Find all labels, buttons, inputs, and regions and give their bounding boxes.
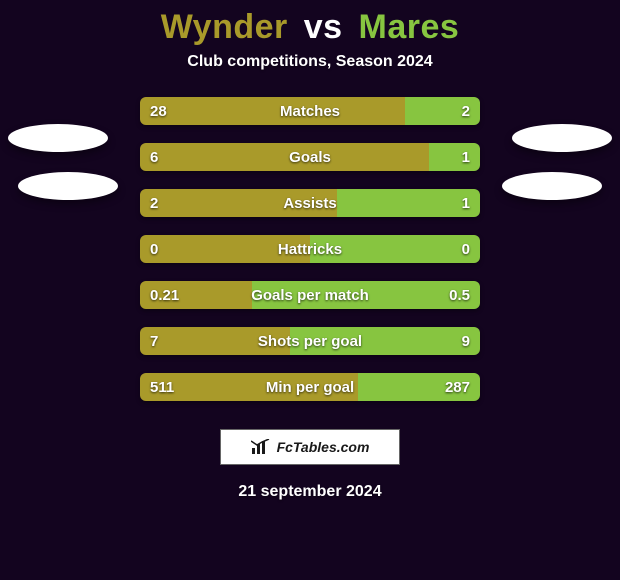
metric-label: Matches [140, 97, 480, 125]
metric-bar: 282Matches [140, 97, 480, 125]
logo-text: FcTables.com [277, 439, 370, 455]
metric-label: Hattricks [140, 235, 480, 263]
metric-label: Min per goal [140, 373, 480, 401]
comparison-card: Wynder vs Mares Club competitions, Seaso… [0, 0, 620, 580]
metric-bar: 00Hattricks [140, 235, 480, 263]
avatar-placeholder [512, 124, 612, 152]
avatar-placeholder [502, 172, 602, 200]
metric-label: Goals per match [140, 281, 480, 309]
avatar-placeholder [8, 124, 108, 152]
avatar-placeholder [18, 172, 118, 200]
metric-label: Goals [140, 143, 480, 171]
player2-name: Mares [359, 8, 460, 46]
metric-label: Shots per goal [140, 327, 480, 355]
subtitle: Club competitions, Season 2024 [0, 53, 620, 71]
player1-name: Wynder [161, 8, 288, 46]
metric-bar: 21Assists [140, 189, 480, 217]
metric-label: Assists [140, 189, 480, 217]
footer-date: 21 september 2024 [0, 483, 620, 501]
vs-label: vs [304, 8, 343, 46]
metric-bar: 511287Min per goal [140, 373, 480, 401]
bar-chart-icon [251, 439, 271, 455]
page-title: Wynder vs Mares [0, 0, 620, 47]
metric-bar: 0.210.5Goals per match [140, 281, 480, 309]
metrics-bars: 282Matches 61Goals 21Assists 00Hattricks 0.2… [140, 97, 480, 401]
metric-bar: 79Shots per goal [140, 327, 480, 355]
fctables-logo: FcTables.com [220, 429, 400, 465]
metric-bar: 61Goals [140, 143, 480, 171]
